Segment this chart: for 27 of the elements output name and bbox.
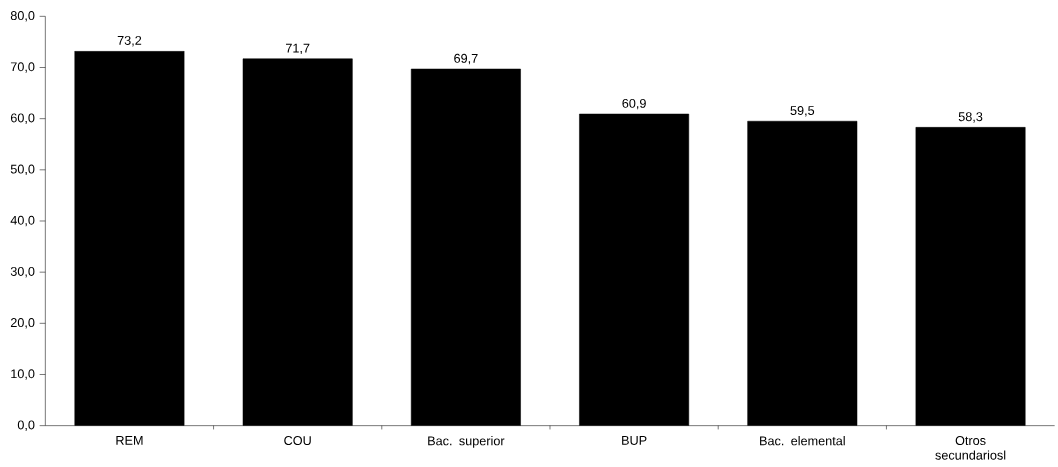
- bar: [74, 50, 185, 426]
- data-label: 69,7: [454, 53, 478, 65]
- x-tick-label: Otros secundariosl: [935, 436, 1006, 460]
- x-tick-label: BUP: [622, 436, 647, 445]
- data-label: 58,3: [958, 112, 983, 123]
- y-tick-label: 80,0: [10, 11, 35, 22]
- y-tick-label: 50,0: [10, 164, 35, 176]
- x-tick-label: Bac. elemental: [760, 436, 845, 446]
- x-tick-label: Bac. superior: [428, 436, 505, 448]
- bar: [915, 127, 1026, 426]
- bar: [579, 113, 690, 426]
- bar: [410, 68, 521, 426]
- y-tick-label: 40,0: [10, 215, 35, 227]
- x-tick-label: REM: [116, 436, 143, 445]
- y-tick-label: 30,0: [10, 266, 35, 278]
- y-tick-label: 10,0: [11, 369, 35, 380]
- y-tick-label: 60,0: [10, 113, 35, 124]
- bar: [747, 120, 858, 426]
- data-label: 60,9: [622, 98, 646, 110]
- data-label: 73,2: [117, 35, 142, 47]
- bar: [242, 58, 353, 426]
- x-tick-label: COU: [284, 436, 311, 446]
- y-tick-label: 70,0: [10, 62, 35, 73]
- data-label: 59,5: [790, 106, 815, 117]
- y-tick-label: 0,0: [17, 420, 35, 431]
- y-tick-label: 20,0: [10, 318, 35, 329]
- data-label: 71,7: [285, 43, 310, 55]
